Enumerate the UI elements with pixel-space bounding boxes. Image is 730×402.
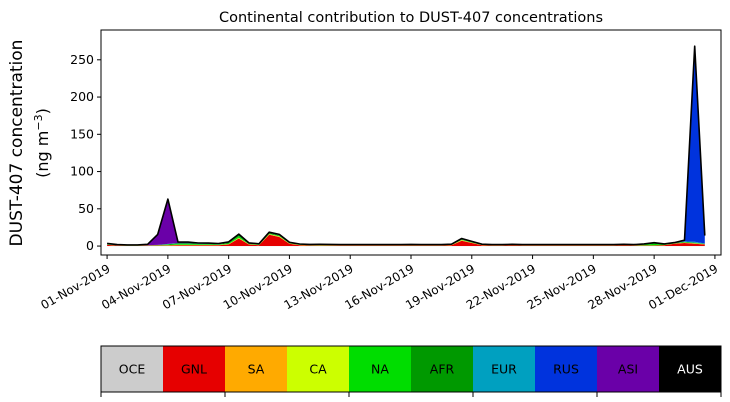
legend-swatch-eur [473,346,536,392]
area-aus [107,46,705,246]
legend-label-afr: AFR [430,362,455,377]
legend-swatch-ca [287,346,350,392]
x-axis: 01-Nov-201904-Nov-201907-Nov-201910-Nov-… [38,255,720,312]
y-axis-unit-prefix: (ng m [33,131,52,178]
legend-swatch-rus [535,346,598,392]
legend-label-na: NA [371,362,389,377]
y-axis-unit: (ng m−3) [32,108,52,178]
y-axis-unit-superscript: −3 [32,114,45,130]
total-outline [107,45,706,246]
y-axis-unit-suffix: ) [33,108,52,114]
legend-swatch-na [349,346,412,392]
legend-label-eur: EUR [491,362,517,377]
legend-label-oce: OCE [119,362,146,377]
legend-label-aus: AUS [677,362,703,377]
legend-label-sa: SA [248,362,265,377]
y-axis: 0 50 100 150 200 250 [70,52,101,253]
legend-label-rus: RUS [553,362,579,377]
y-tick-label: 0 [86,238,94,253]
legend-colorbar: OCE GNL SA CA NA AFR EUR RUS ASI AUS [100,345,722,397]
y-tick-label: 250 [70,52,94,67]
x-tick-label: 01-Dec-2019 [646,261,720,312]
chart-title: Continental contribution to DUST-407 con… [219,10,603,26]
y-tick-label: 100 [70,164,94,179]
legend-swatch-asi [597,346,660,392]
legend-swatch-gnl [163,346,226,392]
legend-label-asi: ASI [618,362,638,377]
legend-swatch-afr [411,346,474,392]
legend-label-ca: CA [309,362,327,377]
y-tick-label: 50 [78,201,94,216]
y-tick-label: 150 [70,126,94,141]
plot-frame [100,29,722,256]
legend-frame [100,345,722,393]
y-axis-label: DUST-407 concentration [7,40,27,247]
legend-swatch-aus [659,346,722,392]
y-tick-label: 200 [70,89,94,104]
legend-label-gnl: GNL [181,362,207,377]
legend-swatch-sa [225,346,288,392]
area-asi [107,46,705,246]
area-rus [107,48,705,246]
legend-swatch-oce [101,346,164,392]
area-series-group [107,46,705,247]
